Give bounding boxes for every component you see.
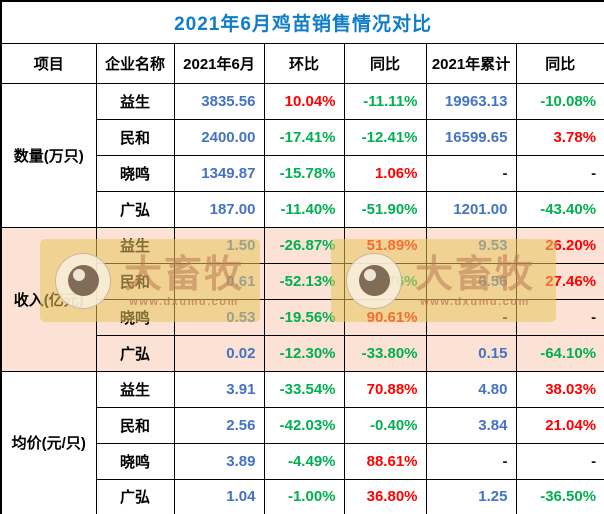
value-cell: 88.61%: [343, 442, 427, 480]
header-row: 项目 企业名称 2021年6月 环比 同比 2021年累计 同比: [0, 42, 604, 84]
header-yoy: 同比: [343, 42, 427, 84]
header-item: 项目: [0, 42, 97, 84]
value-cell: 187.00: [173, 190, 265, 228]
section-label-cell: 收入(亿元): [0, 226, 97, 372]
value-cell: -52.13%: [263, 262, 345, 300]
value-cell: 36.80%: [343, 478, 427, 514]
value-cell: -43.40%: [515, 190, 604, 228]
company-cell: 益生: [95, 370, 175, 408]
value-cell: 3.91: [173, 370, 265, 408]
value-cell: 3.84: [425, 406, 517, 444]
value-cell: -64.10%: [515, 334, 604, 372]
title-row: 2021年6月鸡苗销售情况对比: [0, 0, 604, 44]
company-cell: 广弘: [95, 334, 175, 372]
value-cell: -12.30%: [263, 334, 345, 372]
company-cell: 民和: [95, 262, 175, 300]
header-ytd: 2021年累计: [425, 42, 517, 84]
value-cell: -: [425, 298, 517, 336]
value-cell: 90.61%: [343, 298, 427, 336]
value-cell: -: [515, 154, 604, 192]
value-cell: 0.61: [173, 262, 265, 300]
value-cell: 10.04%: [263, 82, 345, 120]
company-cell: 广弘: [95, 190, 175, 228]
value-cell: -: [425, 442, 517, 480]
table-row: 广弘 0.02 -12.30% -33.80% 0.15 -64.10%: [1, 334, 604, 372]
table-row: 晓鸣 3.89 -4.49% 88.61% - -: [1, 442, 604, 480]
section-label-cell: 数量(万只): [0, 82, 97, 228]
value-cell: -: [425, 154, 517, 192]
table-row: 收入(亿元) 益生 1.50 -26.87% 51.89% 9.53 26.20…: [0, 226, 604, 372]
value-cell: -10.08%: [515, 82, 604, 120]
table-row: 民和 2400.00 -17.41% -12.41% 16599.65 3.78…: [1, 118, 604, 156]
company-cell: 广弘: [95, 478, 175, 514]
value-cell: 0.02: [173, 334, 265, 372]
value-cell: -42.03%: [263, 406, 345, 444]
value-cell: 1.25: [425, 478, 517, 514]
value-cell: -51.90%: [343, 190, 427, 228]
company-cell: 民和: [95, 118, 175, 156]
value-cell: -19.56%: [263, 298, 345, 336]
company-cell: 晓鸣: [95, 442, 175, 480]
value-cell: 27.46%: [515, 262, 604, 300]
value-cell: -11.40%: [263, 190, 345, 228]
header-month: 2021年6月: [173, 42, 265, 84]
value-cell: 2.56: [173, 406, 265, 444]
value-cell: 6.56: [425, 262, 517, 300]
value-cell: 3.78%: [515, 118, 604, 156]
value-cell: 51.89%: [343, 226, 427, 264]
value-cell: 2400.00: [173, 118, 265, 156]
value-cell: -: [515, 442, 604, 480]
table-row: 均价(元/只) 益生 3.91 -33.54% 70.88% 4.80 38.0…: [0, 370, 604, 514]
value-cell: 3835.56: [173, 82, 265, 120]
header-company: 企业名称: [95, 42, 175, 84]
value-cell: -: [515, 298, 604, 336]
table-row: 广弘 1.04 -1.00% 36.80% 1.25 -36.50%: [1, 478, 604, 514]
table-row: 晓鸣 1349.87 -15.78% 1.06% - -: [1, 154, 604, 192]
value-cell: -36.50%: [515, 478, 604, 514]
value-cell: 0.53: [173, 298, 265, 336]
value-cell: 0.15: [425, 334, 517, 372]
value-cell: 1.50: [173, 226, 265, 264]
value-cell: 19963.13: [425, 82, 517, 120]
value-cell: 1.06%: [343, 154, 427, 192]
value-cell: 9.53: [425, 226, 517, 264]
page-title: 2021年6月鸡苗销售情况对比: [0, 0, 604, 44]
value-cell: 1349.87: [173, 154, 265, 192]
value-cell: -11.11%: [343, 82, 427, 120]
value-cell: -12.76%: [343, 262, 427, 300]
value-cell: -15.78%: [263, 154, 345, 192]
value-cell: 4.80: [425, 370, 517, 408]
header-ytd-yoy: 同比: [515, 42, 604, 84]
value-cell: -17.41%: [263, 118, 345, 156]
value-cell: -4.49%: [263, 442, 345, 480]
value-cell: -26.87%: [263, 226, 345, 264]
value-cell: 70.88%: [343, 370, 427, 408]
value-cell: 16599.65: [425, 118, 517, 156]
value-cell: -12.41%: [343, 118, 427, 156]
company-cell: 益生: [95, 82, 175, 120]
value-cell: 21.04%: [515, 406, 604, 444]
table-row: 数量(万只) 益生 3835.56 10.04% -11.11% 19963.1…: [0, 82, 604, 228]
company-cell: 民和: [95, 406, 175, 444]
company-cell: 益生: [95, 226, 175, 264]
company-cell: 晓鸣: [95, 154, 175, 192]
table-row: 广弘 187.00 -11.40% -51.90% 1201.00 -43.40…: [1, 190, 604, 228]
value-cell: 1201.00: [425, 190, 517, 228]
section-label-cell: 均价(元/只): [0, 370, 97, 514]
value-cell: 38.03%: [515, 370, 604, 408]
value-cell: 1.04: [173, 478, 265, 514]
value-cell: -0.40%: [343, 406, 427, 444]
header-mom: 环比: [263, 42, 345, 84]
value-cell: -1.00%: [263, 478, 345, 514]
value-cell: 3.89: [173, 442, 265, 480]
value-cell: -33.54%: [263, 370, 345, 408]
value-cell: -33.80%: [343, 334, 427, 372]
company-cell: 晓鸣: [95, 298, 175, 336]
value-cell: 26.20%: [515, 226, 604, 264]
